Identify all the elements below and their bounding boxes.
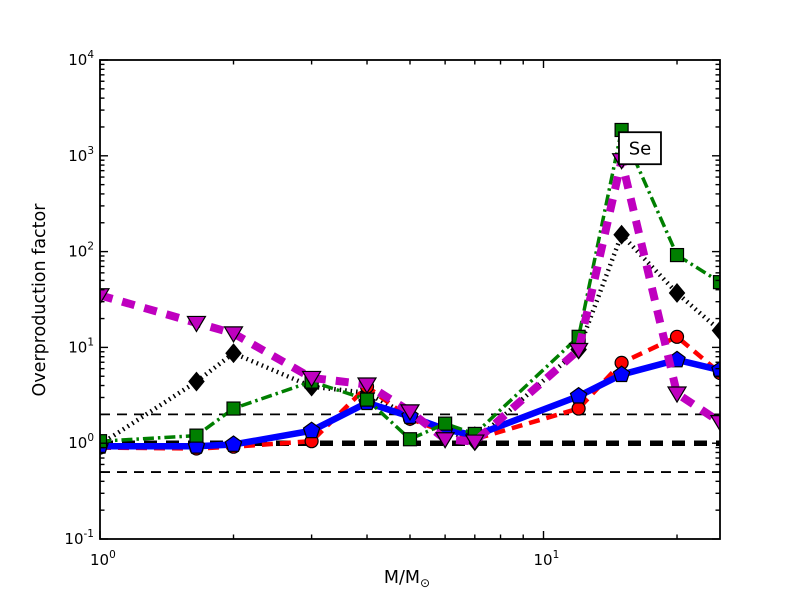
marker-triangle-down xyxy=(100,288,111,305)
marker-circle xyxy=(669,329,685,344)
annotation-box xyxy=(618,131,662,166)
marker-triangle-down xyxy=(301,370,322,388)
marker-pentagon xyxy=(302,421,321,439)
y-tick-label: 101 xyxy=(68,336,94,356)
marker-square xyxy=(226,401,241,416)
marker-triangle-down xyxy=(223,326,244,344)
marker-square xyxy=(712,275,720,290)
marker-square xyxy=(402,432,418,447)
y-tick-label: 102 xyxy=(68,241,94,261)
marker-square xyxy=(359,392,375,407)
marker-triangle-down xyxy=(709,415,720,432)
y-tick-label: 10-1 xyxy=(64,528,94,548)
marker-square xyxy=(438,416,453,431)
axes-frame xyxy=(99,59,721,540)
marker-square xyxy=(100,434,108,449)
annotation-label: Se xyxy=(629,139,652,160)
marker-diamond xyxy=(668,283,686,303)
plot-background xyxy=(100,60,720,539)
series-markers-magenta-dashed-triangle xyxy=(100,153,720,452)
y-axis-label: Overproduction factor xyxy=(30,203,50,397)
y-tick-label: 103 xyxy=(68,145,94,165)
marker-triangle-down xyxy=(399,404,421,422)
marker-pentagon xyxy=(612,365,631,383)
x-tick-label: 101 xyxy=(534,549,560,569)
marker-circle xyxy=(571,401,586,416)
marker-triangle-down xyxy=(356,377,378,395)
x-axis-label: M/M⊙ xyxy=(384,568,430,590)
y-tick-label: 100 xyxy=(68,432,94,452)
marker-square xyxy=(669,247,685,263)
annotation-se: Se xyxy=(618,131,662,166)
data-series xyxy=(100,122,720,456)
marker-diamond xyxy=(225,343,242,364)
marker-triangle-down xyxy=(666,386,688,404)
series-line-magenta-dashed-triangle xyxy=(100,159,720,446)
marker-diamond xyxy=(188,371,205,392)
x-tick-label: 100 xyxy=(90,549,116,569)
series-magenta-dashed-triangle xyxy=(100,153,720,452)
y-tick-label: 104 xyxy=(68,49,94,69)
marker-diamond xyxy=(613,224,630,245)
marker-pentagon xyxy=(569,386,588,404)
marker-triangle-down xyxy=(568,342,589,360)
marker-triangle-down xyxy=(186,315,207,333)
marker-diamond xyxy=(711,320,720,341)
marker-triangle-down xyxy=(464,434,485,452)
marker-triangle-down xyxy=(435,432,456,449)
marker-square xyxy=(189,428,204,443)
series-line-black-dotted-diamond xyxy=(100,230,720,447)
marker-pentagon xyxy=(224,435,243,452)
